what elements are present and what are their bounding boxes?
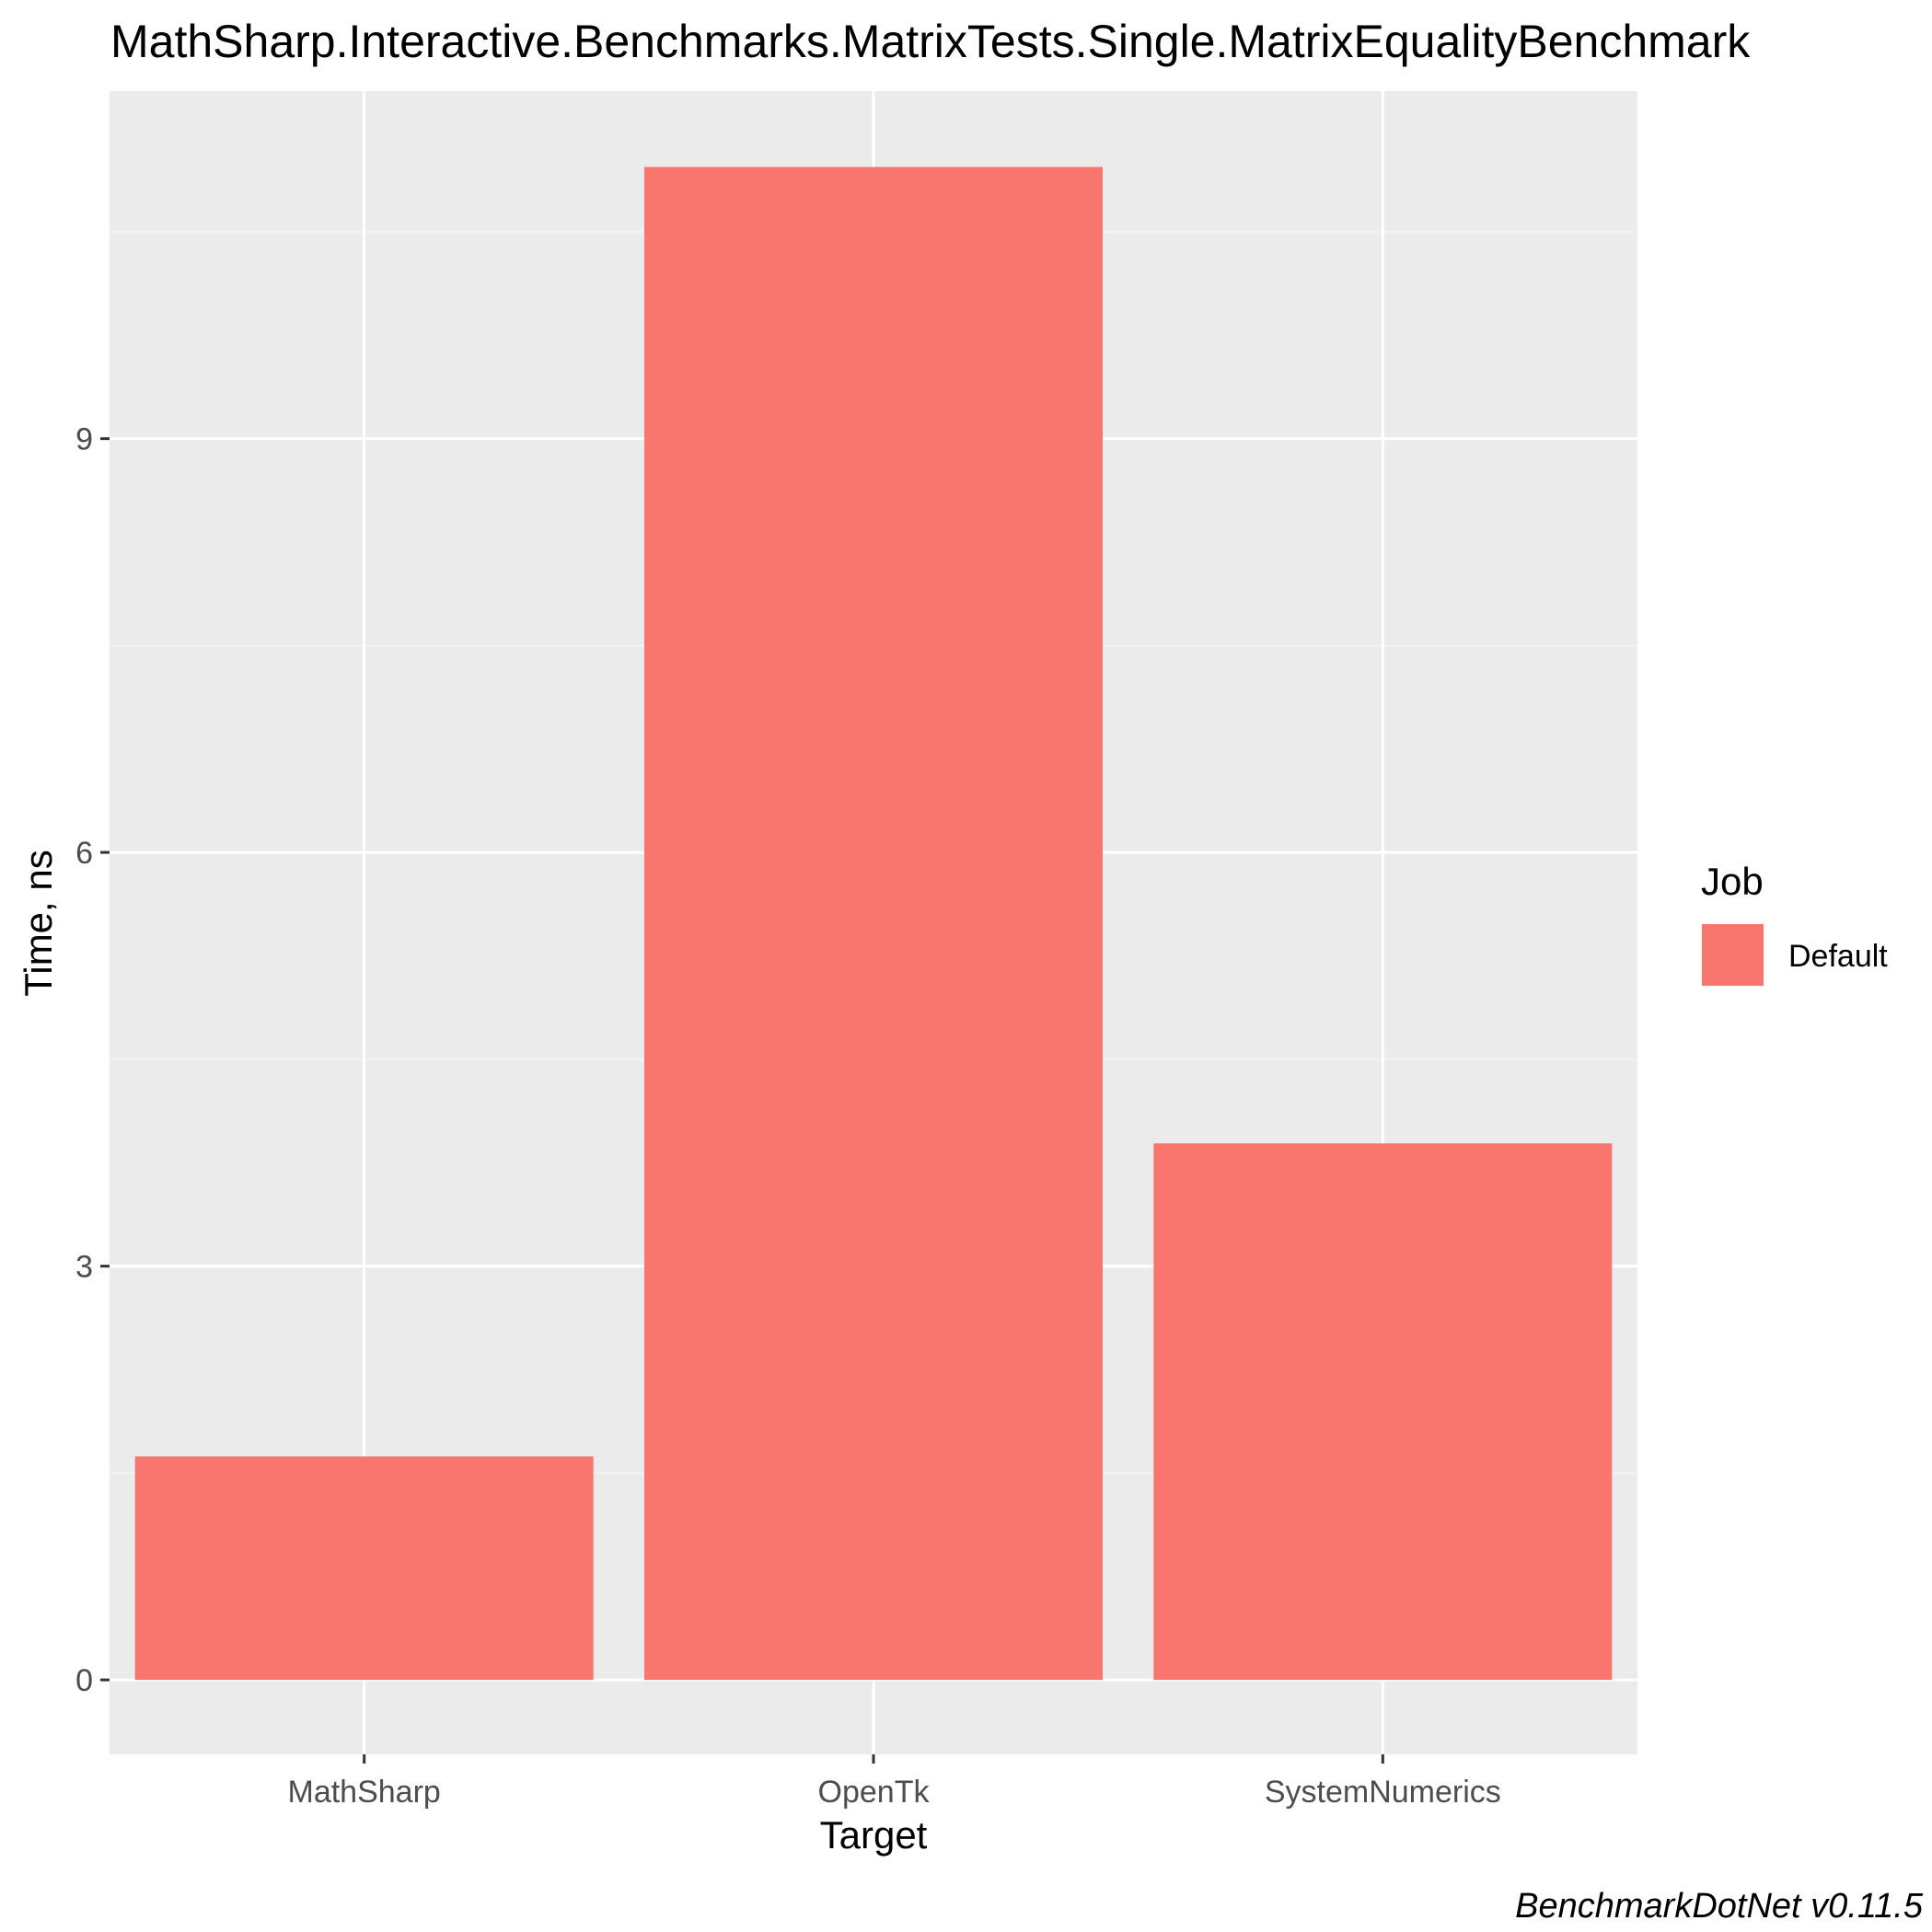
x-axis-title: Target (820, 1813, 928, 1857)
chart-title: MathSharp.Interactive.Benchmarks.MatrixT… (110, 16, 1751, 67)
legend: Job Default (1701, 860, 1888, 986)
bar-opentk (644, 167, 1103, 1681)
x-tick-label: SystemNumerics (1265, 1775, 1501, 1810)
legend-key-default (1702, 924, 1764, 986)
bar-mathsharp (134, 1456, 594, 1681)
x-tick-label: MathSharp (288, 1775, 441, 1810)
y-tick-label: 3 (75, 1250, 93, 1285)
bar-systemnumerics (1153, 1143, 1613, 1681)
y-axis: 0 3 6 9 (75, 422, 110, 1698)
caption: BenchmarkDotNet v0.11.5 (1515, 1887, 1924, 1926)
legend-label-default: Default (1788, 939, 1888, 974)
legend-title: Job (1701, 860, 1764, 903)
y-axis-title: Time, ns (17, 850, 60, 996)
y-tick-label: 9 (75, 422, 93, 457)
y-tick-label: 6 (75, 836, 93, 871)
x-tick-label: OpenTk (818, 1775, 931, 1810)
y-tick-label: 0 (75, 1663, 93, 1698)
bars (134, 167, 1613, 1681)
x-axis: MathSharp OpenTk SystemNumerics (288, 1754, 1501, 1810)
